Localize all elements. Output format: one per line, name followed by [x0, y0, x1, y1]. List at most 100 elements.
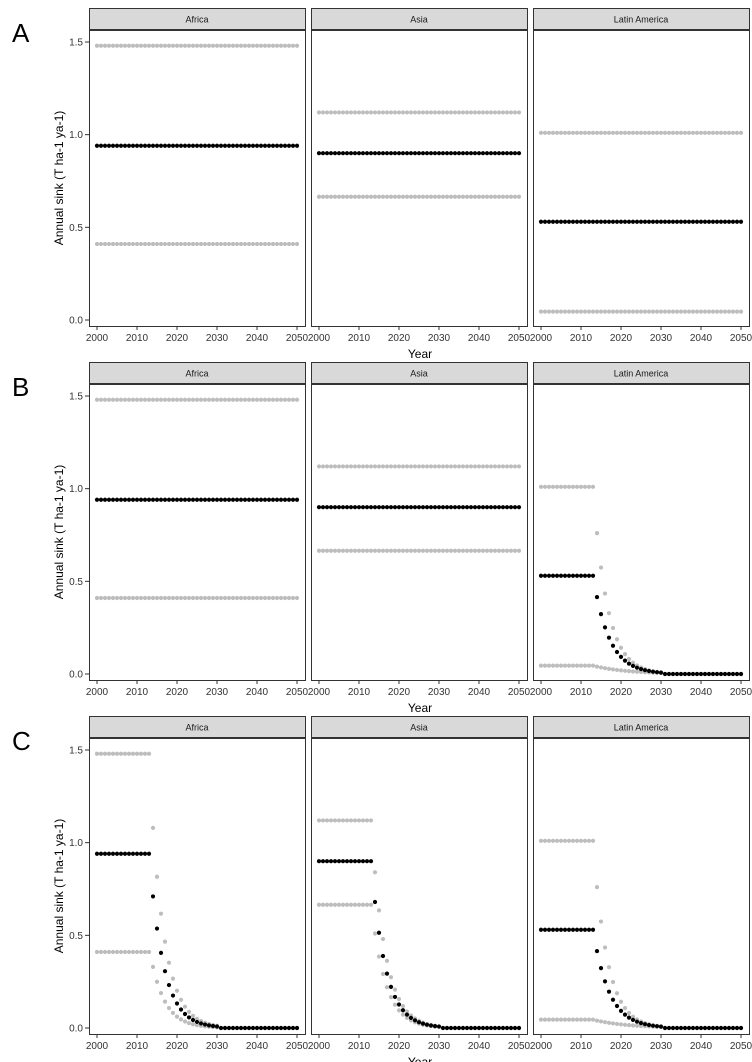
lower-bound-point: [336, 194, 342, 199]
x-tick-label: 2010: [570, 1041, 593, 1052]
central-estimate-point: [578, 573, 584, 578]
central-estimate-point: [178, 1007, 184, 1012]
upper-bound-point: [440, 464, 446, 469]
y-axis-title: Annual sink (T ha-1 ya-1): [52, 819, 66, 954]
upper-bound-point: [206, 43, 212, 48]
central-estimate-point: [722, 671, 728, 677]
lower-bound-point: [542, 663, 548, 668]
lower-bound-point: [138, 241, 144, 247]
lower-bound-point: [130, 949, 136, 955]
central-estimate-point: [496, 1025, 502, 1031]
x-tick-label: 2050: [730, 333, 752, 344]
central-estimate-point: [706, 1025, 712, 1031]
upper-bound-point: [154, 43, 160, 48]
central-estimate-point: [266, 497, 272, 502]
central-estimate-point: [324, 151, 330, 156]
lower-bound-point: [460, 194, 466, 199]
central-estimate-point: [662, 1025, 668, 1031]
upper-bound-point: [190, 397, 196, 402]
upper-bound-point: [384, 958, 390, 963]
lower-bound-point: [384, 985, 390, 990]
lower-bound-point: [562, 1017, 568, 1022]
central-estimate-point: [488, 151, 494, 156]
central-estimate-point: [508, 505, 514, 510]
lower-bound-point: [460, 548, 466, 553]
lower-bound-point: [654, 309, 660, 314]
lower-bound-point: [416, 194, 422, 199]
central-estimate-point: [98, 143, 104, 148]
upper-bound-point: [324, 464, 330, 469]
central-estimate-point: [274, 143, 280, 148]
lower-bound-point: [122, 241, 128, 247]
central-estimate-point: [364, 859, 370, 864]
lower-bound-point: [286, 595, 292, 601]
central-estimate-point: [190, 497, 196, 502]
upper-bound-point: [194, 43, 200, 48]
upper-bound-point: [190, 1013, 196, 1018]
lower-bound-point: [186, 1020, 192, 1026]
lower-bound-point: [578, 309, 584, 314]
upper-bound-point: [356, 464, 362, 469]
upper-bound-point: [472, 110, 478, 115]
central-estimate-point: [440, 1025, 446, 1031]
central-estimate-point: [484, 1025, 490, 1031]
central-estimate-point: [194, 143, 200, 148]
lower-bound-point: [146, 595, 152, 601]
central-estimate-point: [328, 859, 334, 864]
central-estimate-point: [642, 1022, 648, 1027]
central-estimate-point: [448, 1025, 454, 1031]
central-estimate-point: [332, 505, 338, 510]
lower-bound-point: [392, 194, 398, 199]
upper-bound-point: [274, 397, 280, 402]
x-tick-label: 2020: [166, 687, 189, 698]
lower-bound-point: [618, 1022, 624, 1027]
central-estimate-point: [504, 505, 510, 510]
lower-bound-point: [610, 667, 616, 672]
central-estimate-point: [158, 143, 164, 148]
lower-bound-point: [590, 309, 596, 314]
central-estimate-point: [570, 927, 576, 932]
upper-bound-point: [246, 397, 252, 402]
upper-bound-point: [570, 484, 576, 489]
upper-bound-point: [726, 130, 732, 135]
upper-bound-point: [254, 397, 260, 402]
central-estimate-point: [480, 1025, 486, 1031]
lower-bound-point: [114, 595, 120, 601]
lower-bound-point: [488, 548, 494, 553]
lower-bound-point: [456, 194, 462, 199]
upper-bound-point: [408, 464, 414, 469]
central-estimate-point: [590, 573, 596, 578]
upper-bound-point: [614, 991, 620, 996]
upper-bound-point: [472, 464, 478, 469]
upper-bound-point: [332, 464, 338, 469]
central-estimate-point: [162, 969, 168, 974]
upper-bound-point: [690, 130, 696, 135]
central-estimate-point: [726, 219, 732, 224]
central-estimate-point: [440, 505, 446, 510]
upper-bound-point: [582, 838, 588, 843]
central-estimate-point: [546, 219, 552, 224]
upper-bound-point: [352, 818, 358, 823]
upper-bound-point: [424, 110, 430, 115]
upper-bound-point: [542, 484, 548, 489]
upper-bound-point: [618, 645, 624, 650]
facet-strip-label: Africa: [185, 15, 208, 25]
central-estimate-point: [686, 671, 692, 677]
upper-bound-point: [332, 110, 338, 115]
lower-bound-point: [622, 668, 628, 673]
central-estimate-point: [146, 497, 152, 502]
upper-bound-point: [578, 838, 584, 843]
x-tick-label: 2000: [530, 333, 553, 344]
upper-bound-point: [348, 110, 354, 115]
x-tick-label: 2040: [246, 687, 269, 698]
central-estimate-point: [622, 1012, 628, 1017]
central-estimate-point: [670, 671, 676, 677]
lower-bound-point: [500, 194, 506, 199]
central-estimate-point: [392, 994, 398, 1000]
central-estimate-point: [270, 1025, 276, 1031]
upper-bound-point: [594, 130, 600, 135]
upper-bound-point: [566, 130, 572, 135]
lower-bound-point: [408, 194, 414, 199]
upper-bound-point: [122, 397, 128, 402]
central-estimate-point: [134, 497, 140, 502]
